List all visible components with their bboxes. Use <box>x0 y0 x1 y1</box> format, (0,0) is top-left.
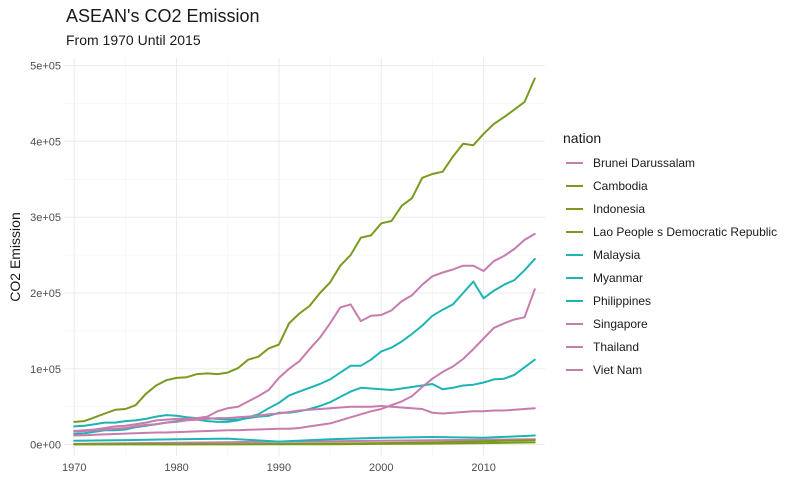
series-line-viet-nam <box>73 288 536 437</box>
series-line-lao-people-s-democratic-republic <box>73 441 536 446</box>
legend-label-cambodia: Cambodia <box>593 179 648 193</box>
x-tick-label: 1980 <box>164 462 188 474</box>
legend-label-viet-nam: Viet Nam <box>593 363 642 377</box>
legend-label-myanmar: Myanmar <box>593 271 643 285</box>
series-line-singapore <box>73 405 536 433</box>
series-line-myanmar <box>73 434 536 443</box>
chart-subtitle: From 1970 Until 2015 <box>66 32 201 48</box>
legend-title: nation <box>563 130 601 146</box>
y-axis-title: CO2 Emission <box>7 212 23 301</box>
y-tick-label: 0e+00 <box>30 440 61 452</box>
y-tick-label: 3e+05 <box>30 212 61 224</box>
legend-label-philippines: Philippines <box>593 294 651 308</box>
x-tick-label: 1990 <box>267 462 291 474</box>
y-tick-label: 1e+05 <box>30 364 61 376</box>
legend-label-brunei-darussalam: Brunei Darussalam <box>593 156 695 170</box>
series-line-indonesia <box>73 77 536 423</box>
x-tick-label: 1970 <box>62 462 86 474</box>
y-axis-ticks: 0e+00 1e+05 2e+05 3e+05 4e+05 5e+05 <box>30 61 61 452</box>
y-tick-label: 5e+05 <box>30 61 61 73</box>
plot-grid <box>64 58 545 456</box>
series-line-philippines <box>73 358 536 428</box>
legend-label-indonesia: Indonesia <box>593 202 645 216</box>
x-tick-label: 2010 <box>471 462 495 474</box>
y-tick-label: 2e+05 <box>30 288 61 300</box>
legend: Brunei Darussalam Cambodia Indonesia Lao Pe… <box>566 156 777 377</box>
legend-label-lao-people-s-democratic-republic: Lao People s Democratic Republic <box>593 225 777 239</box>
legend-label-thailand: Thailand <box>593 340 639 354</box>
chart-title: ASEAN's CO2 Emission <box>66 6 260 26</box>
legend-label-malaysia: Malaysia <box>593 248 641 262</box>
legend-label-singapore: Singapore <box>593 317 648 331</box>
x-axis-ticks: 1970 1980 1990 2000 2010 <box>62 462 496 474</box>
series-line-thailand <box>73 232 536 432</box>
plot-series <box>73 77 536 446</box>
y-tick-label: 4e+05 <box>30 136 61 148</box>
series-line-malaysia <box>73 257 536 435</box>
x-tick-label: 2000 <box>369 462 393 474</box>
